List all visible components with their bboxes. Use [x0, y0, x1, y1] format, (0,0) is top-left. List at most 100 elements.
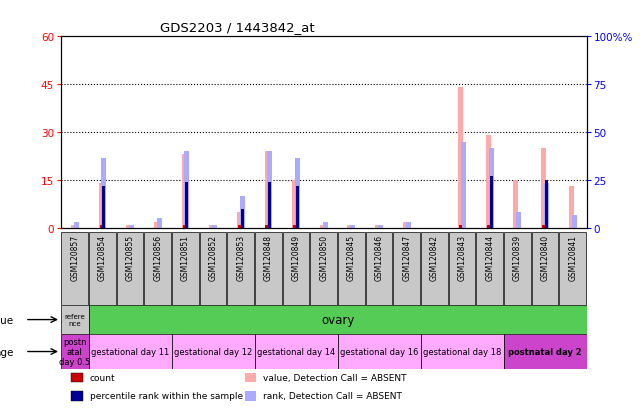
Bar — [265, 225, 269, 228]
Bar — [322, 222, 328, 228]
Text: GSM120857: GSM120857 — [71, 235, 79, 280]
Bar — [172, 335, 254, 369]
Bar — [154, 222, 159, 228]
Text: GSM120846: GSM120846 — [374, 235, 383, 280]
Text: GSM120847: GSM120847 — [402, 235, 411, 280]
Bar — [101, 158, 106, 228]
Bar — [245, 391, 256, 401]
Bar — [487, 225, 490, 228]
Bar — [449, 232, 476, 305]
Bar — [209, 225, 214, 228]
Bar — [292, 180, 297, 228]
Bar — [245, 373, 256, 382]
Bar — [237, 212, 242, 228]
Text: percentile rank within the sample: percentile rank within the sample — [90, 392, 243, 400]
Bar — [394, 232, 420, 305]
Bar — [269, 183, 271, 228]
Bar — [117, 232, 144, 305]
Bar — [488, 149, 494, 228]
Bar — [61, 335, 88, 369]
Bar — [295, 158, 300, 228]
Bar — [572, 216, 576, 228]
Bar — [200, 232, 226, 305]
Bar — [406, 222, 411, 228]
Text: rank, Detection Call = ABSENT: rank, Detection Call = ABSENT — [263, 392, 402, 400]
Bar — [184, 152, 189, 228]
Bar — [129, 225, 134, 228]
Bar — [254, 335, 338, 369]
Bar — [172, 232, 199, 305]
Bar — [62, 232, 88, 305]
Bar — [296, 186, 299, 228]
Bar — [103, 186, 105, 228]
Text: GSM120840: GSM120840 — [540, 235, 549, 280]
Text: gestational day 11: gestational day 11 — [91, 347, 169, 356]
Bar — [461, 142, 466, 228]
Text: gestational day 16: gestational day 16 — [340, 347, 418, 356]
Bar — [185, 183, 188, 228]
Text: GSM120856: GSM120856 — [153, 235, 162, 280]
Bar — [265, 152, 269, 228]
Bar — [421, 232, 447, 305]
Bar — [544, 184, 549, 228]
Bar — [89, 232, 115, 305]
Bar — [532, 232, 558, 305]
Text: GSM120853: GSM120853 — [237, 235, 246, 280]
Text: GSM120849: GSM120849 — [292, 235, 301, 280]
Text: GSM120842: GSM120842 — [430, 235, 439, 280]
Text: gestational day 14: gestational day 14 — [257, 347, 335, 356]
Bar — [267, 152, 272, 228]
Bar — [504, 232, 531, 305]
Text: GSM120851: GSM120851 — [181, 235, 190, 280]
Bar — [338, 335, 420, 369]
Bar — [181, 155, 187, 228]
Bar — [420, 335, 504, 369]
Text: GSM120839: GSM120839 — [513, 235, 522, 280]
Bar — [238, 225, 241, 228]
Bar — [366, 232, 392, 305]
Bar — [338, 232, 365, 305]
Bar — [212, 225, 217, 228]
Bar — [347, 225, 353, 228]
Text: GSM120845: GSM120845 — [347, 235, 356, 280]
Bar — [99, 225, 103, 228]
Text: count: count — [90, 373, 115, 382]
Bar — [71, 391, 83, 401]
Bar — [240, 209, 244, 228]
Bar — [545, 180, 548, 228]
Bar — [156, 219, 162, 228]
Bar — [293, 225, 296, 228]
Bar — [310, 232, 337, 305]
Bar — [350, 225, 355, 228]
Bar — [255, 232, 281, 305]
Text: GSM120855: GSM120855 — [126, 235, 135, 280]
Bar — [378, 225, 383, 228]
Bar — [516, 212, 521, 228]
Text: gestational day 18: gestational day 18 — [423, 347, 501, 356]
Bar — [541, 149, 546, 228]
Text: value, Detection Call = ABSENT: value, Detection Call = ABSENT — [263, 373, 407, 382]
Bar — [560, 232, 586, 305]
Bar — [240, 197, 245, 228]
Text: age: age — [0, 347, 14, 357]
Bar — [504, 335, 587, 369]
Bar — [486, 136, 491, 228]
Bar — [144, 232, 171, 305]
Text: GSM120843: GSM120843 — [458, 235, 467, 280]
Text: tissue: tissue — [0, 315, 14, 325]
Bar — [476, 232, 503, 305]
Bar — [458, 88, 463, 228]
Text: GSM120850: GSM120850 — [319, 235, 328, 280]
Bar — [513, 180, 519, 228]
Text: GSM120841: GSM120841 — [568, 235, 577, 280]
Bar — [403, 222, 408, 228]
Bar — [183, 225, 185, 228]
Bar — [61, 305, 89, 335]
Bar — [569, 187, 574, 228]
Bar — [126, 225, 131, 228]
Bar — [375, 225, 380, 228]
Bar — [99, 184, 103, 228]
Bar — [71, 373, 83, 382]
Bar — [459, 225, 462, 228]
Bar — [283, 232, 310, 305]
